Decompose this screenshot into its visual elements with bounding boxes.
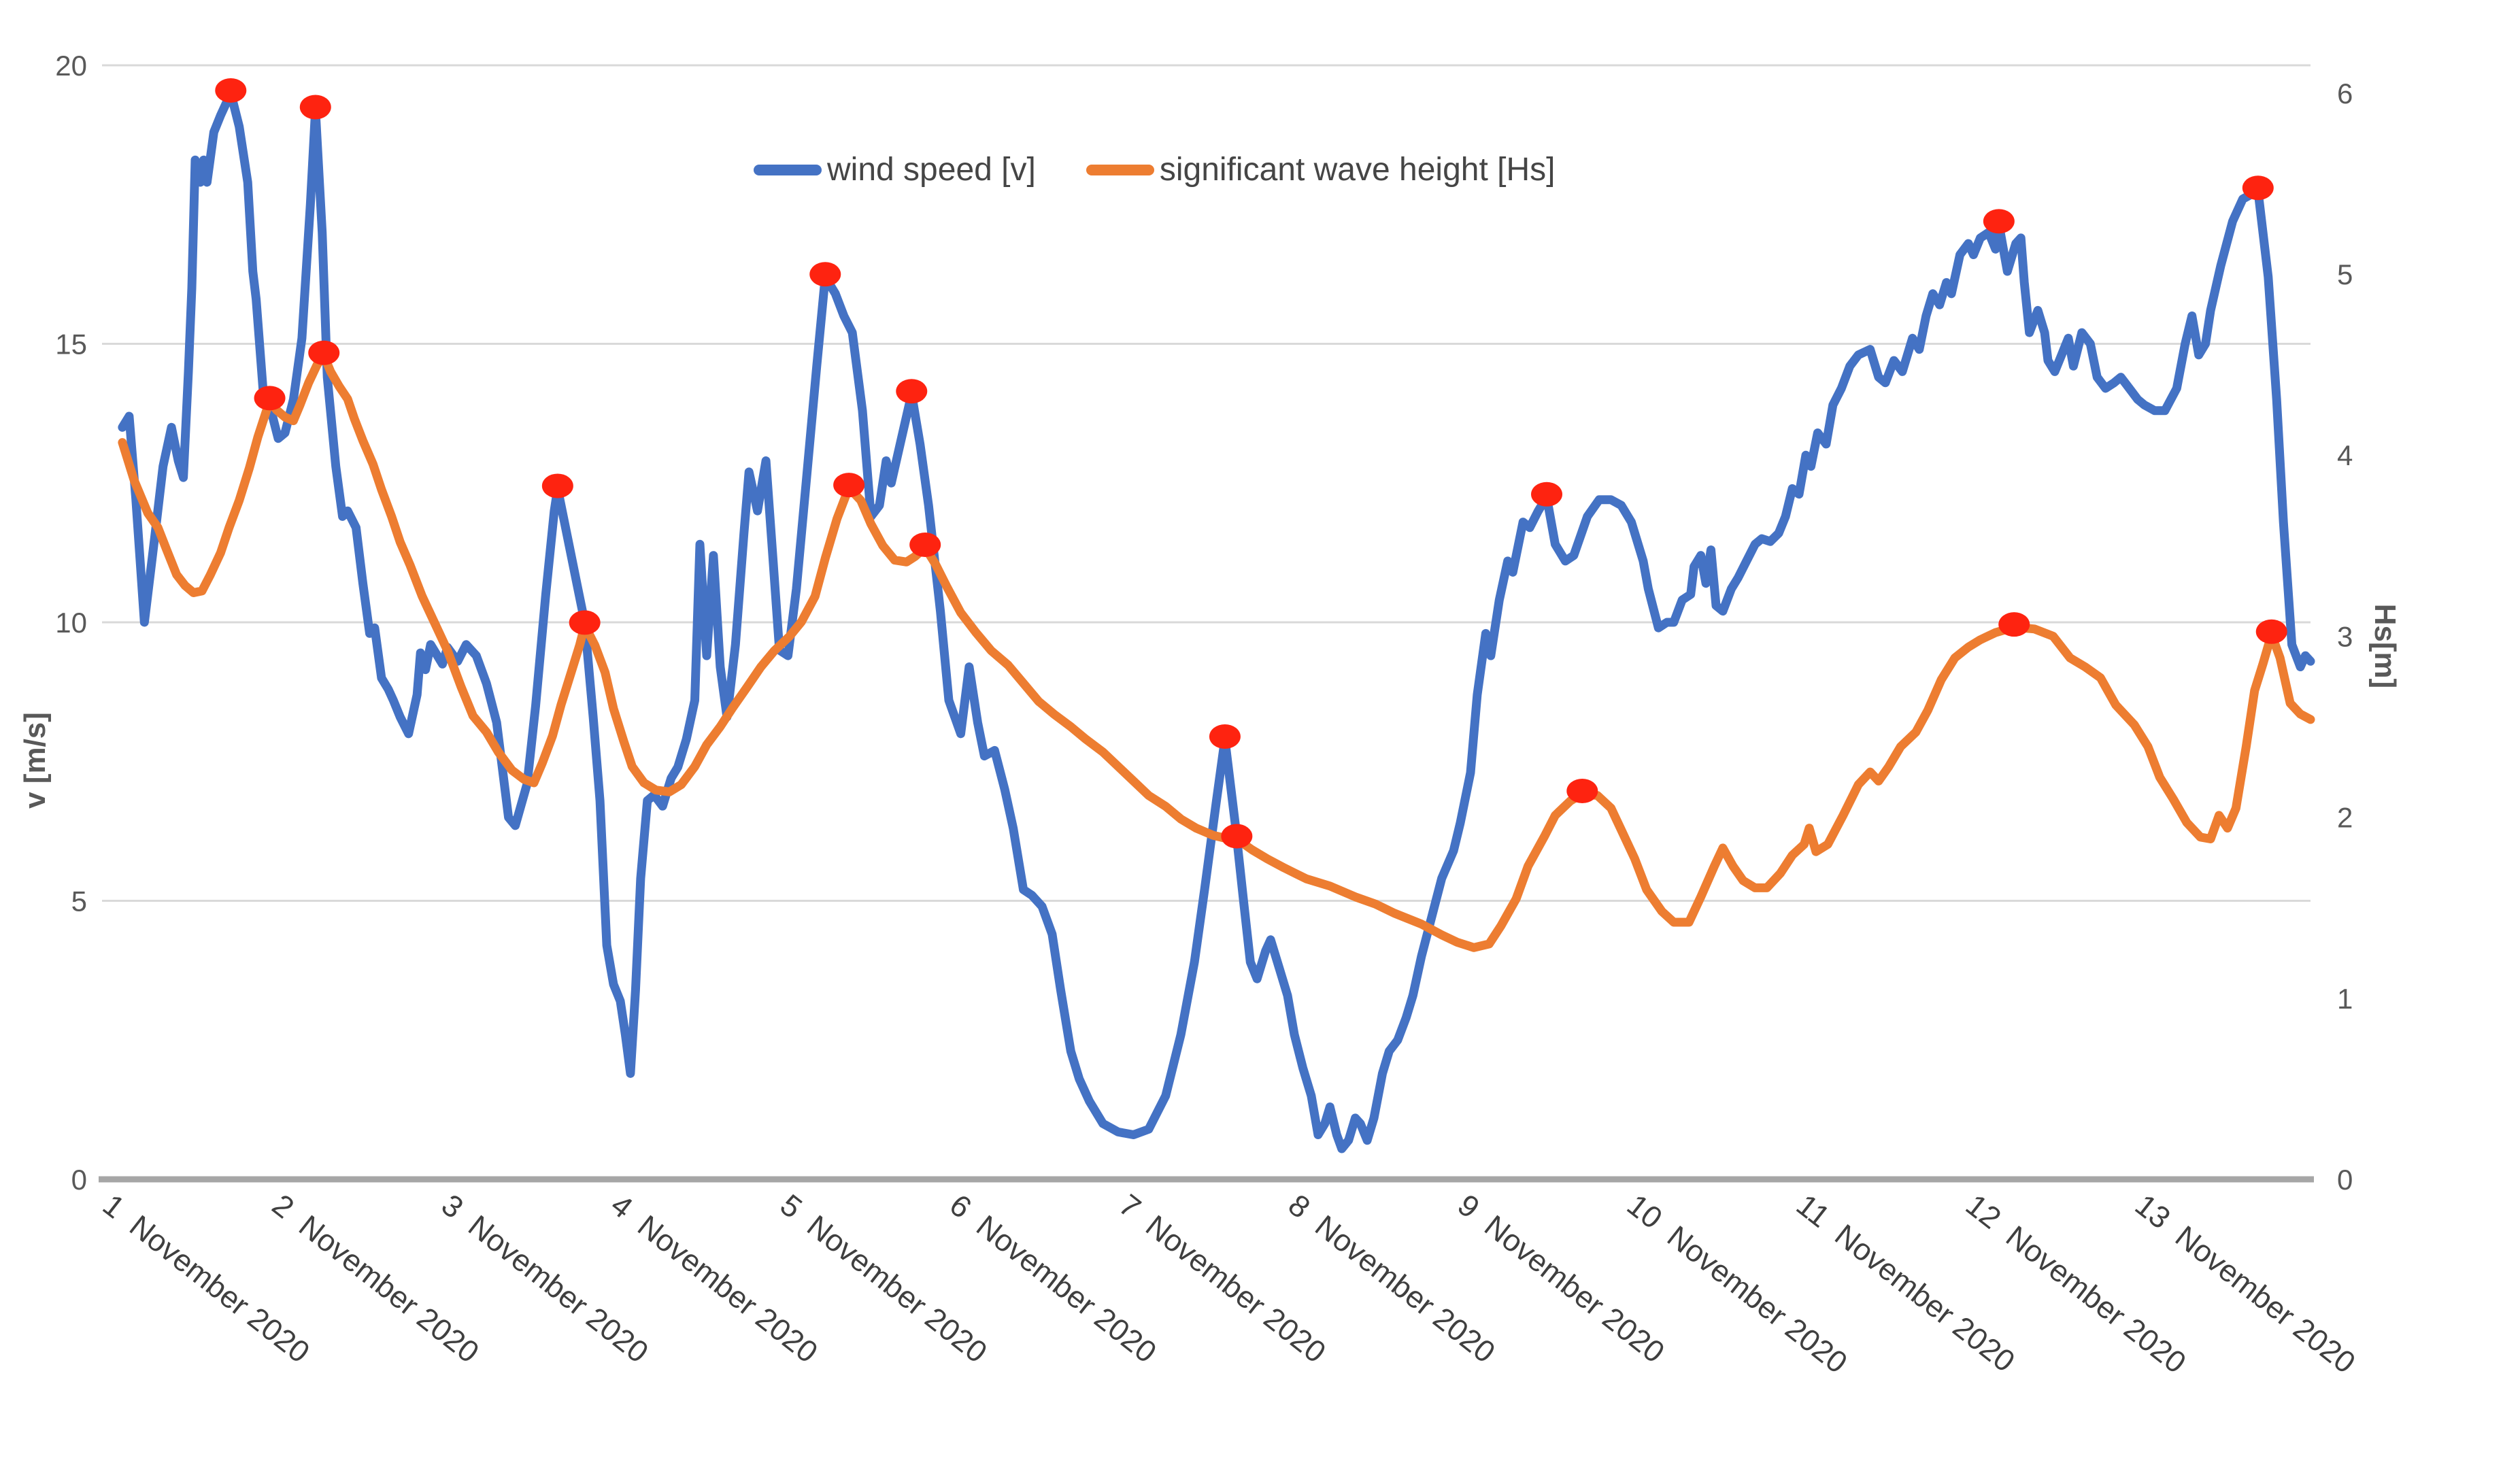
wind-speed-line[interactable] bbox=[118, 88, 2315, 1153]
wind-peak-marker[interactable] bbox=[809, 262, 841, 287]
left-axis-tick-label: 10 bbox=[55, 607, 87, 639]
left-axis-tick-label: 0 bbox=[71, 1164, 87, 1196]
wave-peak-marker[interactable] bbox=[1566, 778, 1598, 803]
right-axis-tick-label: 1 bbox=[2337, 983, 2353, 1015]
chart-legend: wind speed [v] significant wave height [… bbox=[754, 154, 1555, 186]
wave-peak-marker[interactable] bbox=[569, 610, 601, 635]
left-axis-tick-label: 5 bbox=[71, 886, 87, 917]
right-axis-title: Hs[m] bbox=[2368, 604, 2402, 689]
legend-item-wind-speed[interactable]: wind speed [v] bbox=[754, 154, 1036, 186]
wind-peak-marker[interactable] bbox=[299, 95, 331, 120]
wind-peak-marker[interactable] bbox=[2242, 175, 2274, 201]
legend-label-wind-speed: wind speed [v] bbox=[827, 152, 1036, 188]
left-axis-title: v [m/s] bbox=[18, 712, 52, 809]
left-axis-tick-label: 20 bbox=[55, 50, 87, 82]
wave-peak-marker[interactable] bbox=[254, 386, 286, 411]
legend-label-wave-height: significant wave height [Hs] bbox=[1159, 152, 1556, 188]
legend-item-wave-height[interactable]: significant wave height [Hs] bbox=[1086, 152, 1556, 188]
right-axis-tick-label: 3 bbox=[2337, 620, 2353, 652]
wave-peak-marker[interactable] bbox=[308, 340, 340, 365]
wave-height-line-swatch-icon bbox=[1086, 165, 1154, 175]
wind-peak-marker[interactable] bbox=[541, 473, 573, 499]
wind-peak-marker[interactable] bbox=[215, 78, 247, 103]
wind-peak-marker[interactable] bbox=[1983, 209, 2015, 234]
wave-peak-marker[interactable] bbox=[909, 532, 941, 557]
wave-peak-marker[interactable] bbox=[1221, 824, 1253, 849]
left-axis-tick-labels: 0 5 10 15 20 bbox=[55, 50, 87, 1196]
right-axis-tick-label: 5 bbox=[2337, 258, 2353, 290]
wind-peak-marker[interactable] bbox=[1209, 724, 1241, 749]
right-axis-tick-label: 0 bbox=[2337, 1164, 2353, 1196]
wave-peak-marker[interactable] bbox=[2255, 619, 2287, 644]
wave-peak-marker[interactable] bbox=[833, 473, 865, 498]
right-axis-tick-labels: 0 1 2 3 4 5 6 bbox=[2337, 78, 2353, 1196]
wind-peak-marker[interactable] bbox=[1531, 482, 1563, 507]
data-series bbox=[118, 88, 2315, 1153]
peak-markers[interactable] bbox=[215, 78, 2287, 849]
right-axis-tick-label: 2 bbox=[2337, 802, 2353, 834]
wave-height-line[interactable] bbox=[118, 351, 2315, 952]
right-axis-tick-label: 6 bbox=[2337, 78, 2353, 109]
left-axis-tick-label: 15 bbox=[55, 328, 87, 360]
gridlines bbox=[99, 64, 2314, 1183]
wind-peak-marker[interactable] bbox=[896, 379, 928, 404]
wind-speed-line-swatch-icon bbox=[754, 165, 822, 175]
right-axis-tick-label: 4 bbox=[2337, 439, 2353, 471]
wave-peak-marker[interactable] bbox=[1998, 612, 2030, 637]
